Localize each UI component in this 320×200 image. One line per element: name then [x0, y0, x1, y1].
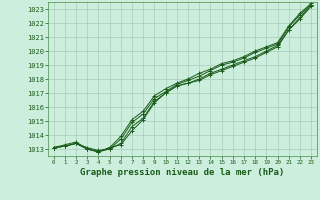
X-axis label: Graphe pression niveau de la mer (hPa): Graphe pression niveau de la mer (hPa) [80, 168, 284, 177]
